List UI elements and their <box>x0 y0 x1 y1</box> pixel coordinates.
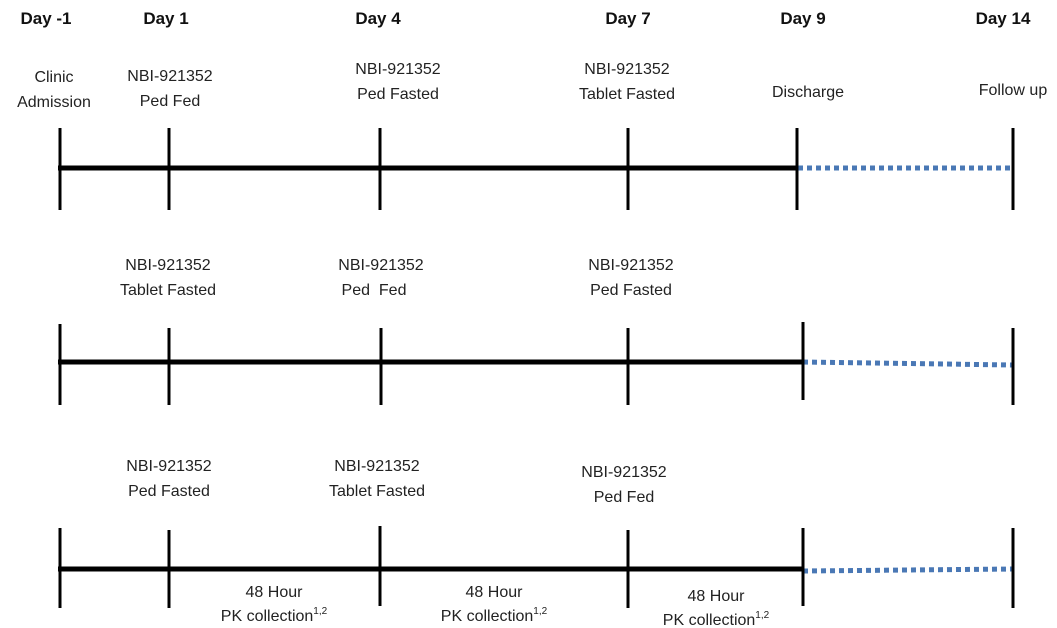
t2-event-2-line1: NBI-921352 <box>338 257 423 274</box>
t2-follow-up-dotted-line <box>802 359 1014 368</box>
clinic-admission-label-line2: Admission <box>17 94 91 111</box>
clinic-admission-label-line1: Clinic <box>34 69 73 86</box>
day-header-1: Day 1 <box>143 9 188 28</box>
pk-1-text: PK collection <box>221 608 314 625</box>
pk-1-line1: 48 Hour <box>246 584 304 601</box>
t3-follow-up-dotted-line <box>802 566 1014 574</box>
t3-event-3-line1: NBI-921352 <box>581 464 666 481</box>
pk-3-line2: PK collection1,2 <box>663 610 770 628</box>
t3-event-1-line2: Ped Fasted <box>128 483 210 500</box>
pk-1-line2: PK collection1,2 <box>221 606 328 625</box>
day-header-9: Day 9 <box>780 9 825 28</box>
pk-2-line2: PK collection1,2 <box>441 606 548 625</box>
pk-3-text: PK collection <box>663 612 756 628</box>
discharge-label: Discharge <box>772 84 844 101</box>
timeline-3: NBI-921352 Ped Fasted NBI-921352 Tablet … <box>58 458 1015 628</box>
t2-event-2-line2: Ped Fed <box>342 282 407 299</box>
timeline-2: NBI-921352 Tablet Fasted NBI-921352 Ped … <box>58 257 1015 405</box>
t2-event-3-line1: NBI-921352 <box>588 257 673 274</box>
day-header-7: Day 7 <box>605 9 650 28</box>
pk-1-superscript: 1,2 <box>313 606 327 617</box>
day-header-4: Day 4 <box>355 9 401 28</box>
timeline-1: NBI-921352 Ped Fed NBI-921352 Ped Fasted… <box>58 61 1015 210</box>
t1-event-3-line2: Tablet Fasted <box>579 86 675 103</box>
t2-event-3-line2: Ped Fasted <box>590 282 672 299</box>
t1-event-2-line2: Ped Fasted <box>357 86 439 103</box>
t3-event-2-line1: NBI-921352 <box>334 458 419 475</box>
pk-3-superscript: 1,2 <box>755 610 769 621</box>
t2-event-1-line2: Tablet Fasted <box>120 282 216 299</box>
t1-event-1-line1: NBI-921352 <box>127 68 212 85</box>
t1-event-3-line1: NBI-921352 <box>584 61 669 78</box>
pk-2-line1: 48 Hour <box>466 584 524 601</box>
pk-3-line1: 48 Hour <box>688 588 746 605</box>
day-header-14: Day 14 <box>976 9 1031 28</box>
t3-event-2-line2: Tablet Fasted <box>329 483 425 500</box>
pk-2-text: PK collection <box>441 608 534 625</box>
t3-event-1-line1: NBI-921352 <box>126 458 211 475</box>
t2-event-1-line1: NBI-921352 <box>125 257 210 274</box>
t1-event-1-line2: Ped Fed <box>140 93 200 110</box>
pk-2-superscript: 1,2 <box>533 606 547 617</box>
day-header-minus-1: Day -1 <box>20 9 71 28</box>
t3-event-3-line2: Ped Fed <box>594 489 654 506</box>
follow-up-label: Follow up <box>979 82 1048 99</box>
t1-event-2-line1: NBI-921352 <box>355 61 440 78</box>
